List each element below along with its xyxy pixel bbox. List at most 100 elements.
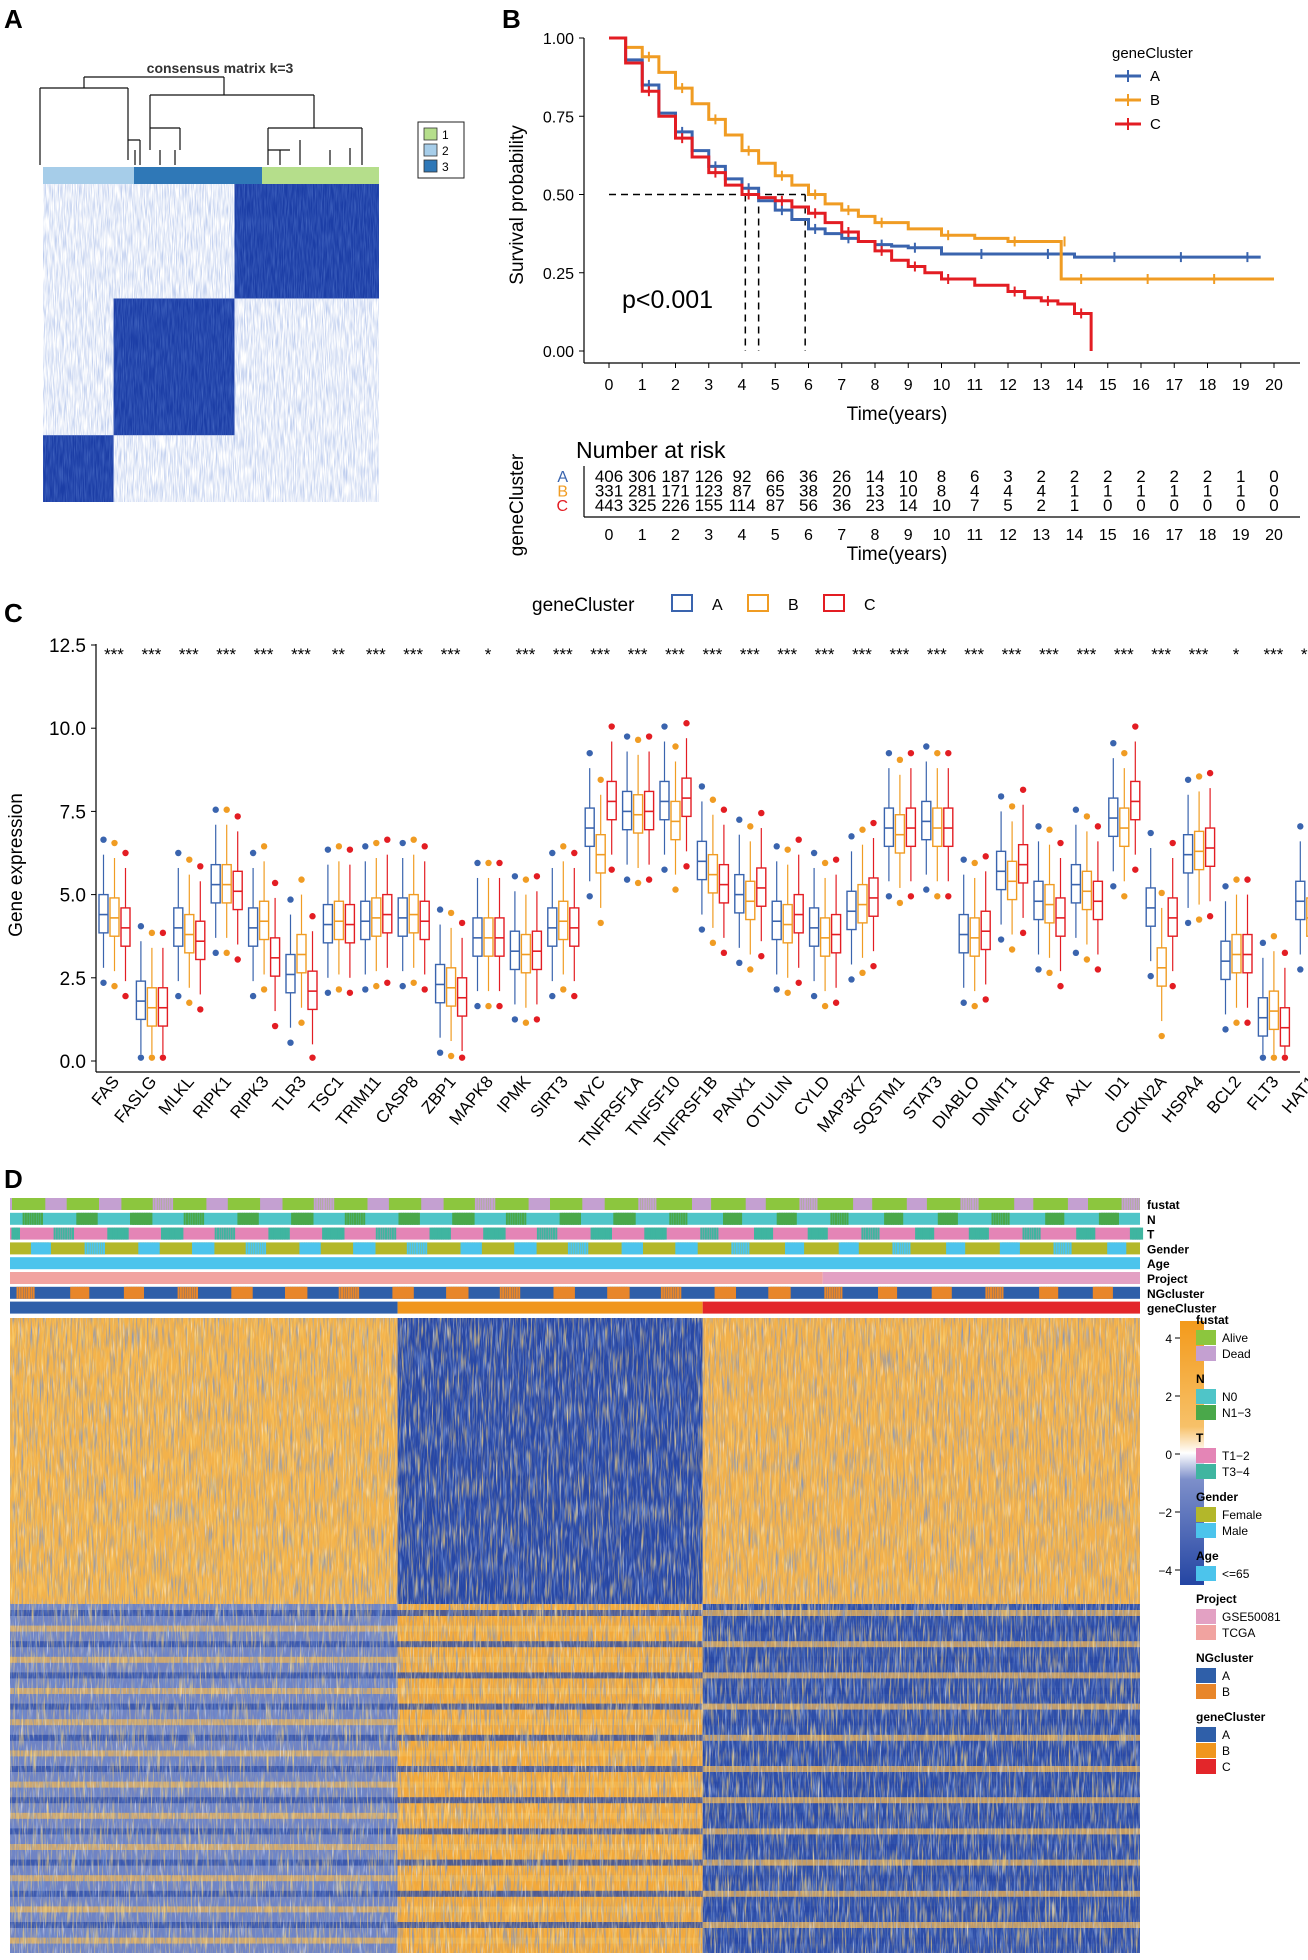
box-diablo [958, 913, 969, 954]
track-stripe-gender [1055, 1242, 1058, 1255]
track-stripe-t [394, 1227, 397, 1240]
outlier-ripk1 [223, 806, 230, 813]
track-stripe-ngcluster [665, 1286, 668, 1299]
box-tnfrsf1a [621, 790, 633, 831]
track-stripe-gender [476, 1242, 480, 1255]
track-stripe-gender [360, 1242, 364, 1255]
risk-value: 56 [799, 496, 818, 515]
track-stripe-fustat [112, 1198, 117, 1210]
track-stripe-n [251, 1212, 255, 1225]
gene-group-axl [1070, 806, 1104, 973]
track-stripe-fustat [474, 1198, 477, 1210]
track-stripe-n [300, 1212, 305, 1225]
track-stripe-t [485, 1227, 490, 1240]
track-stripe-fustat [52, 1198, 56, 1210]
track-stripe-n [622, 1212, 627, 1225]
track-stripe-ngcluster [677, 1286, 679, 1299]
ytick-label: 1.00 [543, 31, 574, 48]
risk-xtick-label: 4 [738, 527, 747, 544]
median-lines [609, 193, 806, 351]
box-panx1 [734, 873, 745, 914]
track-stripe-ngcluster [931, 1286, 936, 1299]
box-tnfrsf1b [718, 863, 730, 904]
box-tnfrsf1a [643, 790, 655, 831]
survival-curves [609, 36, 1274, 351]
risk-xtick-label: 7 [837, 527, 846, 544]
track-stripe-t [380, 1227, 383, 1240]
track-stripe-fustat [701, 1198, 705, 1210]
track-stripe-fustat [857, 1198, 861, 1210]
track-stripe-gender [264, 1242, 267, 1255]
track-stripe-gender [84, 1242, 87, 1255]
track-stripe-gender [892, 1242, 895, 1255]
track-stripe-gender [37, 1242, 42, 1255]
track-stripe-ngcluster [130, 1286, 135, 1299]
track-stripe-fustat [918, 1198, 923, 1210]
outlier-sqstm1 [907, 893, 915, 900]
track-stripe-gender [1065, 1242, 1067, 1255]
outlier-faslg [159, 1054, 167, 1061]
outlier-hspa4 [1195, 916, 1203, 923]
track-stripe-ngcluster [408, 1286, 412, 1299]
box-otulin [771, 900, 782, 941]
track-stripe-t [497, 1227, 501, 1240]
outlier-map3k7 [859, 826, 866, 833]
track-stripe-fustat [537, 1198, 541, 1210]
track-stripe-fustat [974, 1198, 977, 1210]
xtick-label: 16 [1132, 377, 1150, 394]
track-stripe-t [592, 1227, 596, 1240]
track-stripe-fustat [1135, 1198, 1138, 1210]
track-stripe-ngcluster [504, 1286, 507, 1299]
track-stripe-ngcluster [249, 1286, 253, 1299]
track-stripe-ngcluster [126, 1286, 131, 1299]
outlier-tnfrsf1a [623, 733, 631, 740]
ytick-label: 0.75 [543, 109, 574, 126]
outlier-cyld [832, 999, 840, 1006]
track-stripe-n [524, 1212, 527, 1225]
track-stripe-t [709, 1227, 712, 1240]
legend-item-label: A [1222, 1669, 1230, 1683]
track-stripe-ngcluster [464, 1286, 469, 1299]
track-stripe-ngcluster [32, 1286, 35, 1299]
box-axl [1081, 870, 1093, 911]
track-stripe-n [130, 1212, 134, 1225]
track-label-genecluster: geneCluster [1147, 1302, 1217, 1316]
track-stripe-fustat [855, 1198, 859, 1210]
expression-heatmap-panel: fustatNTGenderAgeProjectNGclustergeneClu… [10, 1198, 1281, 1953]
gene-group-id1 [1108, 723, 1141, 900]
box-sqstm1 [905, 807, 917, 848]
track-stripe-n [351, 1212, 354, 1225]
outlier-sqstm1 [896, 756, 904, 764]
outlier-cdkn2a [1169, 839, 1176, 847]
track-stripe-gender [252, 1242, 255, 1255]
risk-value: 92 [733, 467, 752, 486]
track-stripe-gender [747, 1242, 750, 1255]
track-stripe-fustat [1081, 1198, 1086, 1210]
track-stripe-t [875, 1227, 878, 1240]
significance-cyld: *** [815, 645, 835, 664]
track-stripe-gender [205, 1242, 210, 1255]
track-stripe-n [783, 1212, 788, 1225]
track-stripe-fustat [437, 1198, 442, 1210]
track-stripe-ngcluster [772, 1286, 777, 1299]
box-faslg [157, 987, 169, 1027]
track-stripe-n [627, 1212, 632, 1225]
outlier-tsc1 [346, 989, 354, 996]
outlier-tlr3 [287, 1039, 294, 1046]
box-trim11 [371, 897, 382, 937]
track-stripe-n [947, 1212, 951, 1225]
box-axl [1092, 880, 1104, 921]
track-stripe-t [973, 1227, 978, 1240]
gene-group-dnmt1 [995, 786, 1029, 953]
outlier-tnfsf10 [672, 743, 679, 750]
track-stripe-n [253, 1212, 257, 1225]
track-genecluster-c [702, 1301, 1140, 1314]
track-stripe-fustat [547, 1198, 550, 1210]
track-stripe-gender [957, 1242, 961, 1255]
ytick-label: 0.25 [543, 266, 574, 283]
box-sqstm1 [894, 814, 906, 854]
outlier-ripk3 [249, 992, 257, 1000]
dendrogram [39, 76, 363, 165]
risk-value: 87 [766, 496, 785, 515]
track-stripe-n [295, 1212, 300, 1225]
